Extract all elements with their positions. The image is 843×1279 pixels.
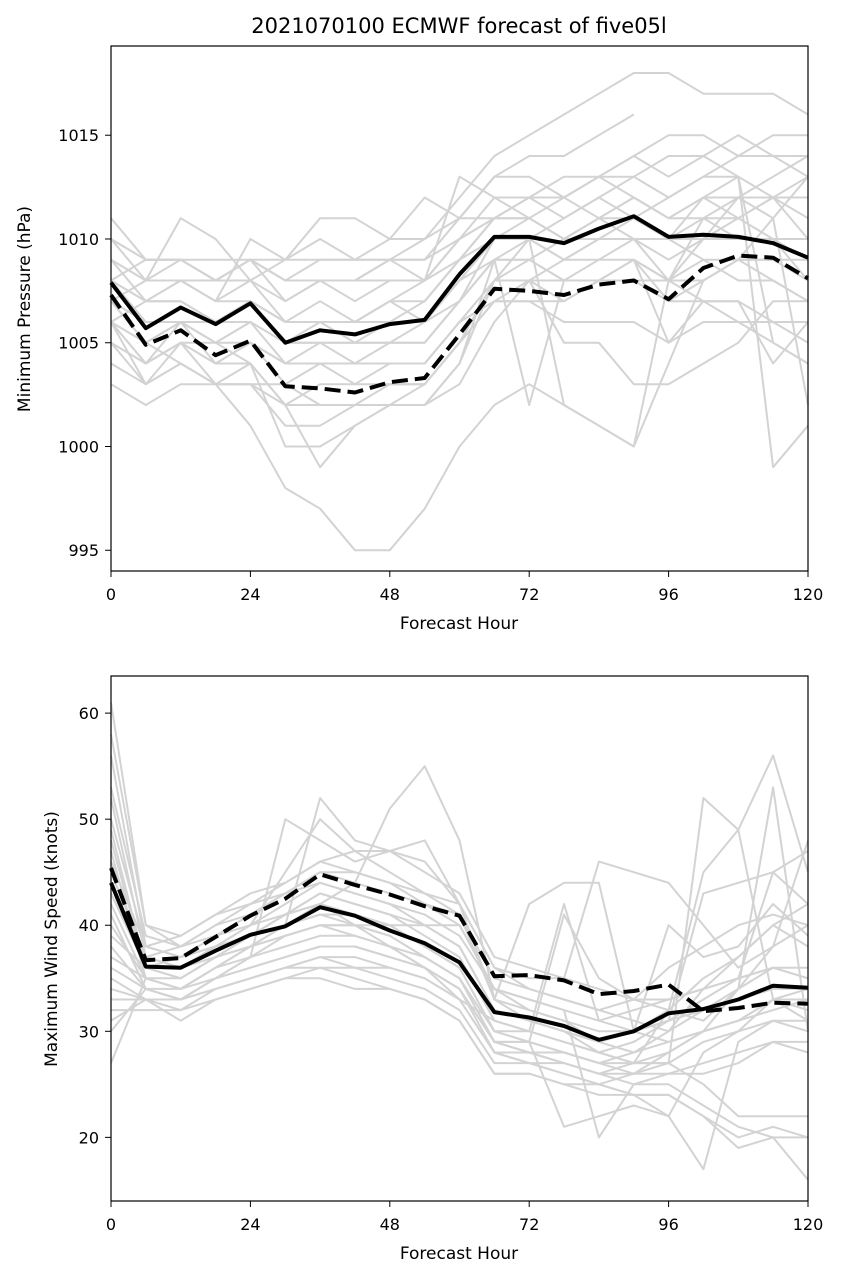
wind-x-tick-label: 0	[106, 1215, 116, 1234]
pressure-x-tick-label: 48	[380, 585, 400, 604]
wind-x-tick-label: 48	[380, 1215, 400, 1234]
wind-ensemble-line-21	[110, 903, 809, 1064]
pressure-x-axis-label: Forecast Hour	[400, 614, 518, 634]
wind-x-tick-label: 120	[793, 1215, 824, 1234]
pressure-x-tick-label: 72	[519, 585, 539, 604]
wind-y-tick-label: 40	[79, 916, 99, 935]
wind-summary-lines	[109, 867, 809, 1042]
wind-x-tick-label: 72	[519, 1215, 539, 1234]
pressure-ensemble-line-19	[110, 196, 809, 261]
pressure-mean-line	[109, 214, 809, 345]
wind-x-tick-label: 24	[240, 1215, 260, 1234]
wind-panel: 0 24 48 72 96 120 20 30 40 50 60 Forecast Hour Max…	[42, 675, 824, 1264]
wind-x-axis-label: Forecast Hour	[400, 1244, 518, 1264]
pressure-summary-lines	[109, 214, 810, 395]
pressure-plot-frame	[110, 45, 809, 572]
pressure-axis-ticks: 0 24 48 72 96 120 995 1000 1005 1010 1015	[58, 126, 823, 604]
wind-axis-ticks: 0 24 48 72 96 120 20 30 40 50 60	[79, 704, 824, 1234]
chart-title: 2021070100 ECMWF forecast of five05l	[251, 14, 667, 38]
pressure-ensemble-line-22	[110, 300, 809, 406]
pressure-ensemble-line-26	[110, 196, 809, 365]
pressure-y-axis-label: Minimum Pressure (hPa)	[15, 206, 35, 412]
wind-plot-frame	[110, 675, 809, 1202]
pressure-y-tick-label: 1010	[58, 230, 99, 249]
pressure-ensemble-line-25	[110, 258, 809, 365]
wind-ensemble-line-20	[110, 765, 809, 1043]
pressure-panel: 0 24 48 72 96 120 995 1000 1005 1010 1015 Forecast…	[15, 45, 823, 634]
pressure-ensemble-line-24	[110, 134, 809, 282]
pressure-x-tick-label: 24	[240, 585, 260, 604]
pressure-x-tick-label: 96	[658, 585, 678, 604]
wind-ensemble-line-26	[110, 787, 809, 1022]
wind-y-tick-label: 60	[79, 704, 99, 723]
pressure-x-tick-label: 120	[793, 585, 824, 604]
pressure-ensemble-line-2	[110, 113, 635, 282]
wind-ensemble-line-18	[111, 977, 809, 1139]
wind-y-tick-label: 30	[79, 1022, 99, 1041]
wind-ensemble-line-14	[110, 754, 809, 1065]
pressure-y-tick-label: 995	[68, 541, 99, 560]
wind-y-axis-label: Maximum Wind Speed (knots)	[42, 811, 62, 1067]
pressure-control-line	[109, 253, 810, 395]
wind-mean-line	[109, 882, 809, 1042]
pressure-y-tick-label: 1000	[58, 437, 99, 456]
pressure-x-tick-label: 0	[106, 585, 116, 604]
pressure-y-tick-label: 1005	[58, 334, 99, 353]
pressure-y-tick-label: 1015	[58, 126, 99, 145]
wind-control-line	[109, 867, 809, 1014]
wind-x-tick-label: 96	[658, 1215, 678, 1234]
wind-ensemble-members	[110, 702, 809, 1181]
wind-ensemble-line-23	[110, 840, 809, 980]
wind-y-tick-label: 20	[79, 1128, 99, 1147]
wind-y-tick-label: 50	[79, 810, 99, 829]
